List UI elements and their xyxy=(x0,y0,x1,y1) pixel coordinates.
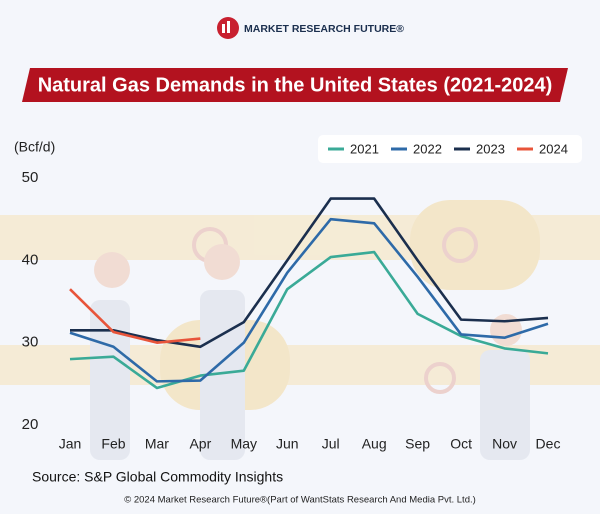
x-tick-label: Feb xyxy=(101,436,125,452)
x-tick-label: Dec xyxy=(536,436,561,452)
y-axis-label: (Bcf/d) xyxy=(14,139,55,155)
y-tick-label: 40 xyxy=(22,251,39,268)
line-series xyxy=(69,250,549,390)
title-banner xyxy=(22,68,568,102)
x-tick-label: Apr xyxy=(189,436,211,452)
x-tick-label: Jul xyxy=(322,436,340,452)
x-tick-label: Aug xyxy=(362,436,387,452)
x-tick-label: Oct xyxy=(450,436,472,452)
y-tick-label: 50 xyxy=(22,169,39,186)
line-series xyxy=(70,197,549,349)
logo: MARKET RESEARCH FUTURE® xyxy=(217,17,404,39)
legend-label: 2023 xyxy=(476,141,505,156)
legend-label: 2024 xyxy=(539,141,568,156)
x-tick-label: May xyxy=(231,436,257,452)
y-tick-label: 30 xyxy=(22,334,39,351)
source: Source: S&P Global Commodity Insights xyxy=(32,469,283,485)
logo-text: MARKET RESEARCH FUTURE® xyxy=(244,23,404,35)
footer: © 2024 Market Research Future®(Part of W… xyxy=(124,495,476,506)
x-tick-label: Nov xyxy=(492,436,517,452)
x-tick-label: Mar xyxy=(145,436,169,452)
decoration xyxy=(0,200,600,460)
y-tick-label: 20 xyxy=(22,416,39,433)
x-tick-label: Sep xyxy=(405,436,430,452)
line-series xyxy=(69,288,201,344)
legend-box xyxy=(318,135,582,163)
x-tick-label: Jun xyxy=(276,436,299,452)
x-tick-label: Jan xyxy=(59,436,82,452)
legend-label: 2022 xyxy=(413,141,442,156)
legend-label: 2021 xyxy=(350,141,379,156)
chart-title: Natural Gas Demands in the United States… xyxy=(38,74,553,96)
line-series xyxy=(69,217,549,383)
